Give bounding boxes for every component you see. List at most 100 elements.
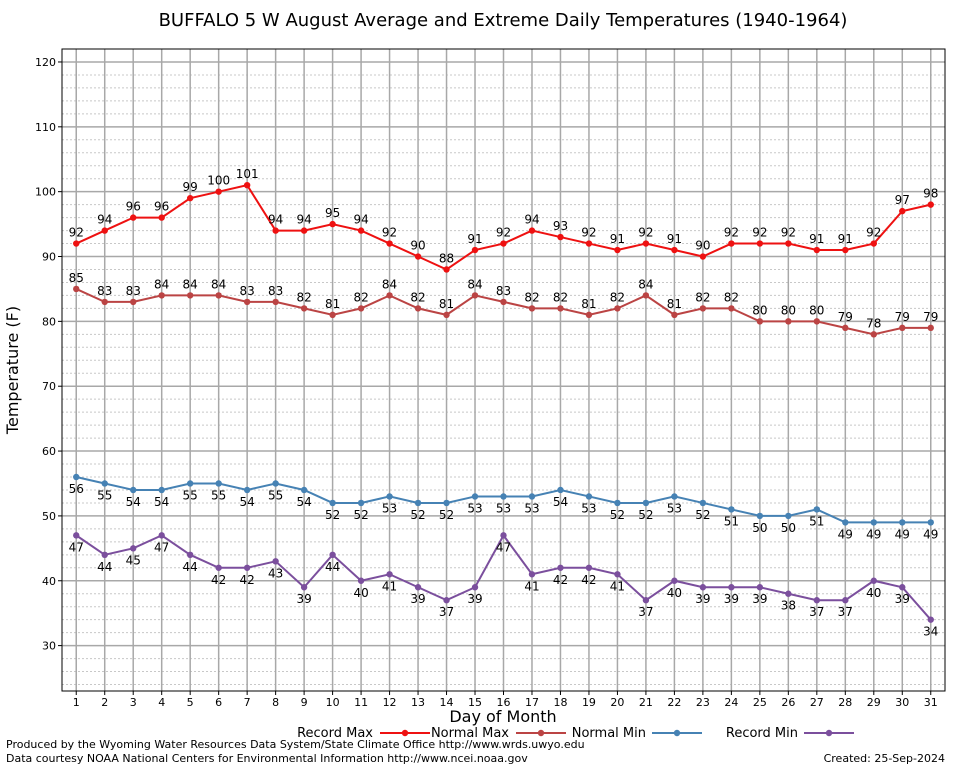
normal-max-point bbox=[300, 305, 308, 312]
y-tick-label: 70 bbox=[42, 380, 56, 393]
normal-min-point bbox=[215, 480, 222, 487]
record-min-data-label: 42 bbox=[581, 573, 596, 587]
y-tick-label: 50 bbox=[42, 510, 56, 523]
normal-min-data-label: 52 bbox=[439, 508, 454, 522]
record-min-point bbox=[73, 532, 80, 539]
record-max-point bbox=[671, 246, 678, 254]
record-min-data-label: 37 bbox=[838, 605, 853, 619]
legend-marker bbox=[401, 729, 409, 737]
record-max-point bbox=[300, 227, 308, 234]
record-max-data-label: 92 bbox=[638, 226, 653, 240]
record-min-point bbox=[756, 584, 764, 591]
record-max-point bbox=[756, 240, 764, 247]
y-tick-label: 80 bbox=[42, 315, 56, 328]
normal-max-data-label: 82 bbox=[610, 290, 625, 304]
normal-max-point bbox=[186, 292, 194, 299]
record-min-point bbox=[699, 584, 707, 591]
record-max-data-label: 92 bbox=[724, 226, 739, 240]
normal-max-point bbox=[728, 305, 735, 312]
record-max-point bbox=[414, 253, 422, 260]
footer-data-courtesy: Data courtesy NOAA National Centers for … bbox=[6, 752, 528, 765]
normal-max-point bbox=[642, 292, 650, 299]
x-tick-label: 4 bbox=[158, 696, 165, 709]
normal-min-point bbox=[272, 480, 279, 487]
record-max-point bbox=[101, 227, 108, 234]
normal-max-data-label: 82 bbox=[296, 290, 311, 304]
x-tick-label: 3 bbox=[130, 696, 137, 709]
normal-max-data-label: 80 bbox=[809, 303, 824, 317]
record-min-data-label: 47 bbox=[154, 540, 169, 554]
x-tick-label: 22 bbox=[667, 696, 681, 709]
record-min-point bbox=[243, 564, 251, 571]
record-max-point bbox=[500, 240, 507, 247]
normal-max-data-label: 82 bbox=[695, 290, 710, 304]
normal-max-data-label: 82 bbox=[410, 290, 425, 304]
record-max-data-label: 94 bbox=[353, 213, 368, 227]
record-min-data-label: 45 bbox=[126, 553, 141, 567]
record-min-data-label: 37 bbox=[638, 605, 653, 619]
normal-min-point bbox=[728, 506, 735, 513]
record-max-point bbox=[329, 220, 336, 228]
record-min-point bbox=[585, 564, 593, 571]
record-min-data-label: 39 bbox=[752, 592, 767, 606]
normal-max-point bbox=[842, 324, 849, 332]
grid bbox=[62, 48, 945, 691]
record-min-data-label: 39 bbox=[410, 592, 425, 606]
normal-min-point bbox=[386, 493, 393, 500]
record-min-data-label: 43 bbox=[268, 566, 283, 580]
normal-min-point bbox=[329, 499, 336, 507]
record-max-data-label: 94 bbox=[97, 213, 112, 227]
record-min-point bbox=[927, 616, 934, 623]
x-tick-label: 17 bbox=[525, 696, 539, 709]
record-max-data-label: 91 bbox=[809, 232, 824, 246]
y-tick-label: 100 bbox=[35, 186, 56, 199]
normal-max-data-label: 79 bbox=[895, 310, 910, 324]
record-max-point bbox=[870, 240, 877, 247]
normal-max-data-label: 83 bbox=[496, 284, 511, 298]
normal-min-point bbox=[585, 493, 593, 500]
record-max-point bbox=[386, 240, 393, 247]
record-max-data-label: 92 bbox=[781, 226, 796, 240]
normal-min-data-label: 55 bbox=[183, 488, 198, 502]
record-min-point bbox=[785, 590, 792, 597]
normal-min-point bbox=[842, 519, 849, 526]
normal-max-data-label: 83 bbox=[126, 284, 141, 298]
legend-label: Normal Min bbox=[572, 726, 646, 741]
normal-min-point bbox=[642, 499, 650, 507]
record-max-point bbox=[699, 253, 707, 260]
normal-max-data-label: 81 bbox=[667, 297, 682, 311]
normal-min-point bbox=[870, 519, 877, 526]
legend-label: Normal Max bbox=[431, 726, 509, 741]
legend-item-normal-min: Normal Min bbox=[572, 726, 702, 741]
normal-max-point bbox=[329, 311, 336, 319]
record-min-point bbox=[614, 571, 621, 578]
normal-max-point bbox=[243, 298, 251, 306]
record-max-point bbox=[557, 233, 564, 241]
x-tick-label: 7 bbox=[244, 696, 251, 709]
normal-max-point bbox=[500, 298, 507, 306]
x-tick-label: 14 bbox=[440, 696, 454, 709]
normal-min-point bbox=[785, 512, 792, 520]
legend-label: Record Max bbox=[297, 726, 373, 741]
record-max-data-label: 96 bbox=[154, 200, 169, 214]
normal-min-data-label: 53 bbox=[496, 501, 511, 515]
record-min-data-label: 44 bbox=[97, 560, 112, 574]
x-tick-label: 6 bbox=[215, 696, 222, 709]
record-max-point bbox=[130, 214, 137, 221]
record-max-data-label: 91 bbox=[667, 232, 682, 246]
normal-max-point bbox=[870, 331, 877, 338]
record-min-point bbox=[528, 571, 536, 578]
normal-max-data-label: 84 bbox=[211, 277, 226, 291]
normal-max-point bbox=[158, 292, 165, 299]
normal-min-data-label: 49 bbox=[838, 527, 853, 541]
x-tick-label: 15 bbox=[468, 696, 482, 709]
normal-max-data-label: 83 bbox=[240, 284, 255, 298]
normal-max-point bbox=[130, 298, 137, 306]
record-max-data-label: 93 bbox=[553, 219, 568, 233]
normal-min-data-label: 52 bbox=[353, 508, 368, 522]
record-min-data-label: 34 bbox=[923, 625, 938, 639]
record-max-data-label: 96 bbox=[126, 200, 141, 214]
normal-max-data-label: 82 bbox=[353, 290, 368, 304]
record-max-point bbox=[186, 194, 194, 202]
